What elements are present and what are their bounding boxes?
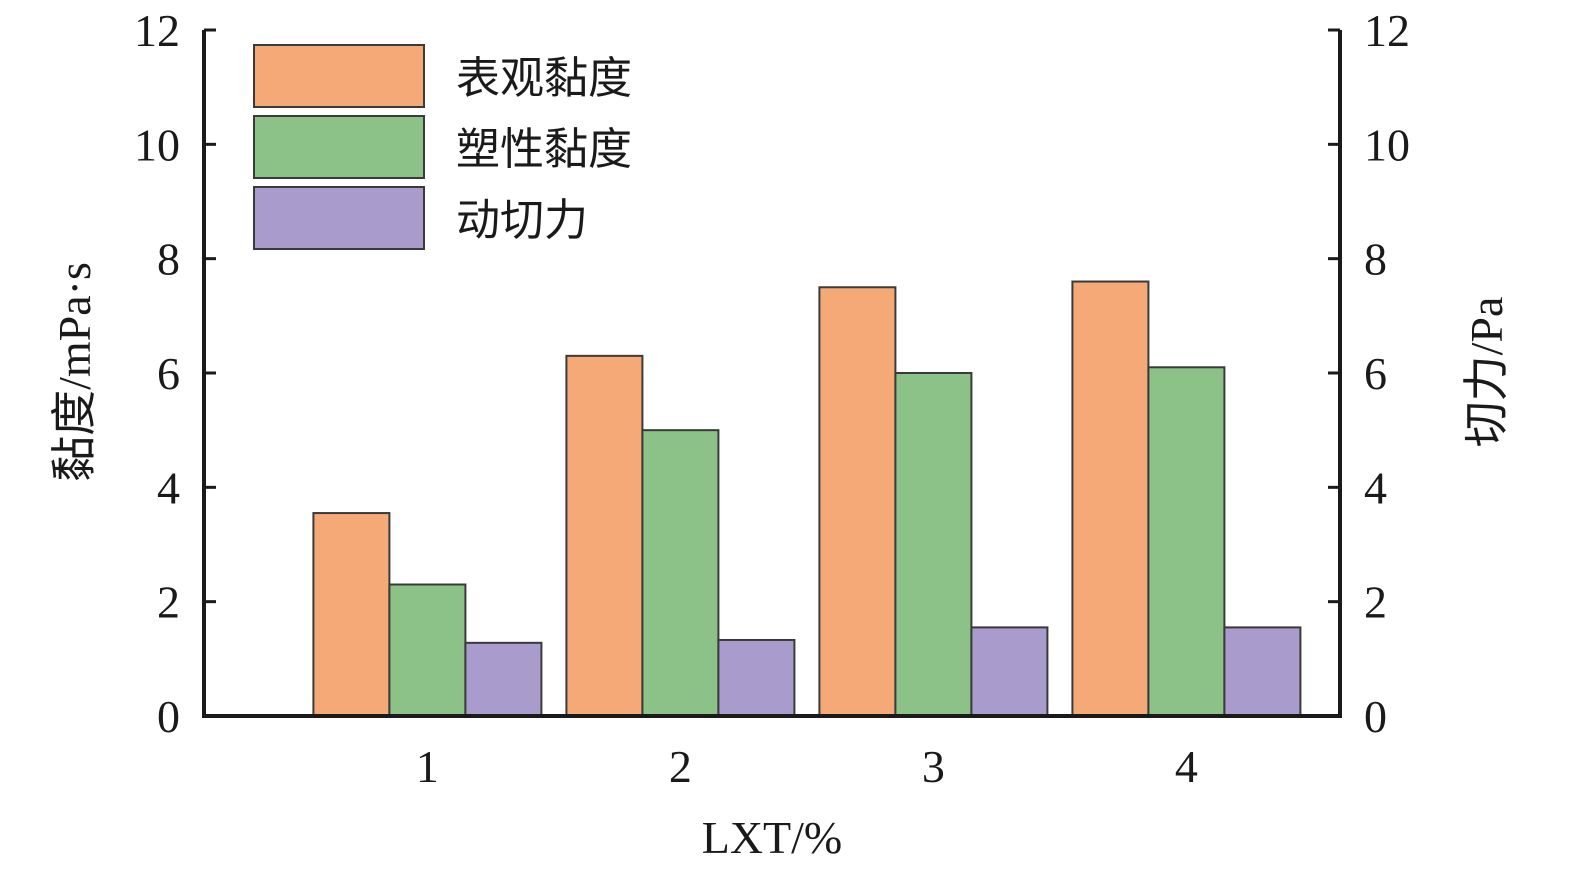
legend-label: 塑性黏度 [456, 124, 632, 175]
legend-label: 动切力 [456, 195, 588, 246]
y2-tick-label: 0 [1364, 691, 1387, 742]
x-tick-label: 3 [922, 741, 945, 792]
y-tick-label: 6 [157, 348, 180, 399]
bar-3-category-4 [1223, 626, 1302, 717]
legend-swatch [253, 186, 425, 250]
y2-tick-label: 12 [1364, 5, 1410, 56]
x-tick-label: 1 [416, 741, 439, 792]
bar-2-category-3 [894, 372, 973, 717]
y2-tick-label: 8 [1364, 234, 1387, 285]
legend-label: 表观黏度 [456, 53, 632, 104]
x-tick-label: 2 [669, 741, 692, 792]
legend-swatch [253, 115, 425, 179]
bar-2-category-4 [1147, 366, 1226, 717]
y2-tick-label: 4 [1364, 462, 1387, 513]
y-tick-label: 0 [157, 691, 180, 742]
y-tick-label: 8 [157, 234, 180, 285]
bars-layer [312, 280, 1302, 718]
y-axis-title: 黏度/mPa·s [49, 262, 100, 482]
y2-tick-label: 2 [1364, 577, 1387, 628]
bar-2-category-1 [388, 583, 467, 717]
bar-1-category-1 [312, 512, 391, 718]
y2-tick-label: 6 [1364, 348, 1387, 399]
y2-tick-label: 10 [1364, 119, 1410, 170]
y-tick-label: 2 [157, 577, 180, 628]
y-tick-label: 12 [134, 5, 180, 56]
bar-3-category-1 [464, 641, 543, 717]
y2-axis-title: 切力/Pa [1461, 297, 1512, 448]
bar-3-category-2 [717, 638, 796, 717]
bar-1-category-4 [1071, 280, 1150, 717]
y-tick-label: 10 [134, 119, 180, 170]
legend-swatch [253, 44, 425, 108]
bar-1-category-3 [818, 286, 897, 717]
x-axis-title: LXT/% [702, 812, 843, 863]
x-tick-label: 4 [1175, 741, 1198, 792]
y-tick-label: 4 [157, 462, 180, 513]
bar-2-category-2 [641, 429, 720, 717]
bar-3-category-3 [970, 626, 1049, 717]
bar-1-category-2 [565, 354, 644, 717]
